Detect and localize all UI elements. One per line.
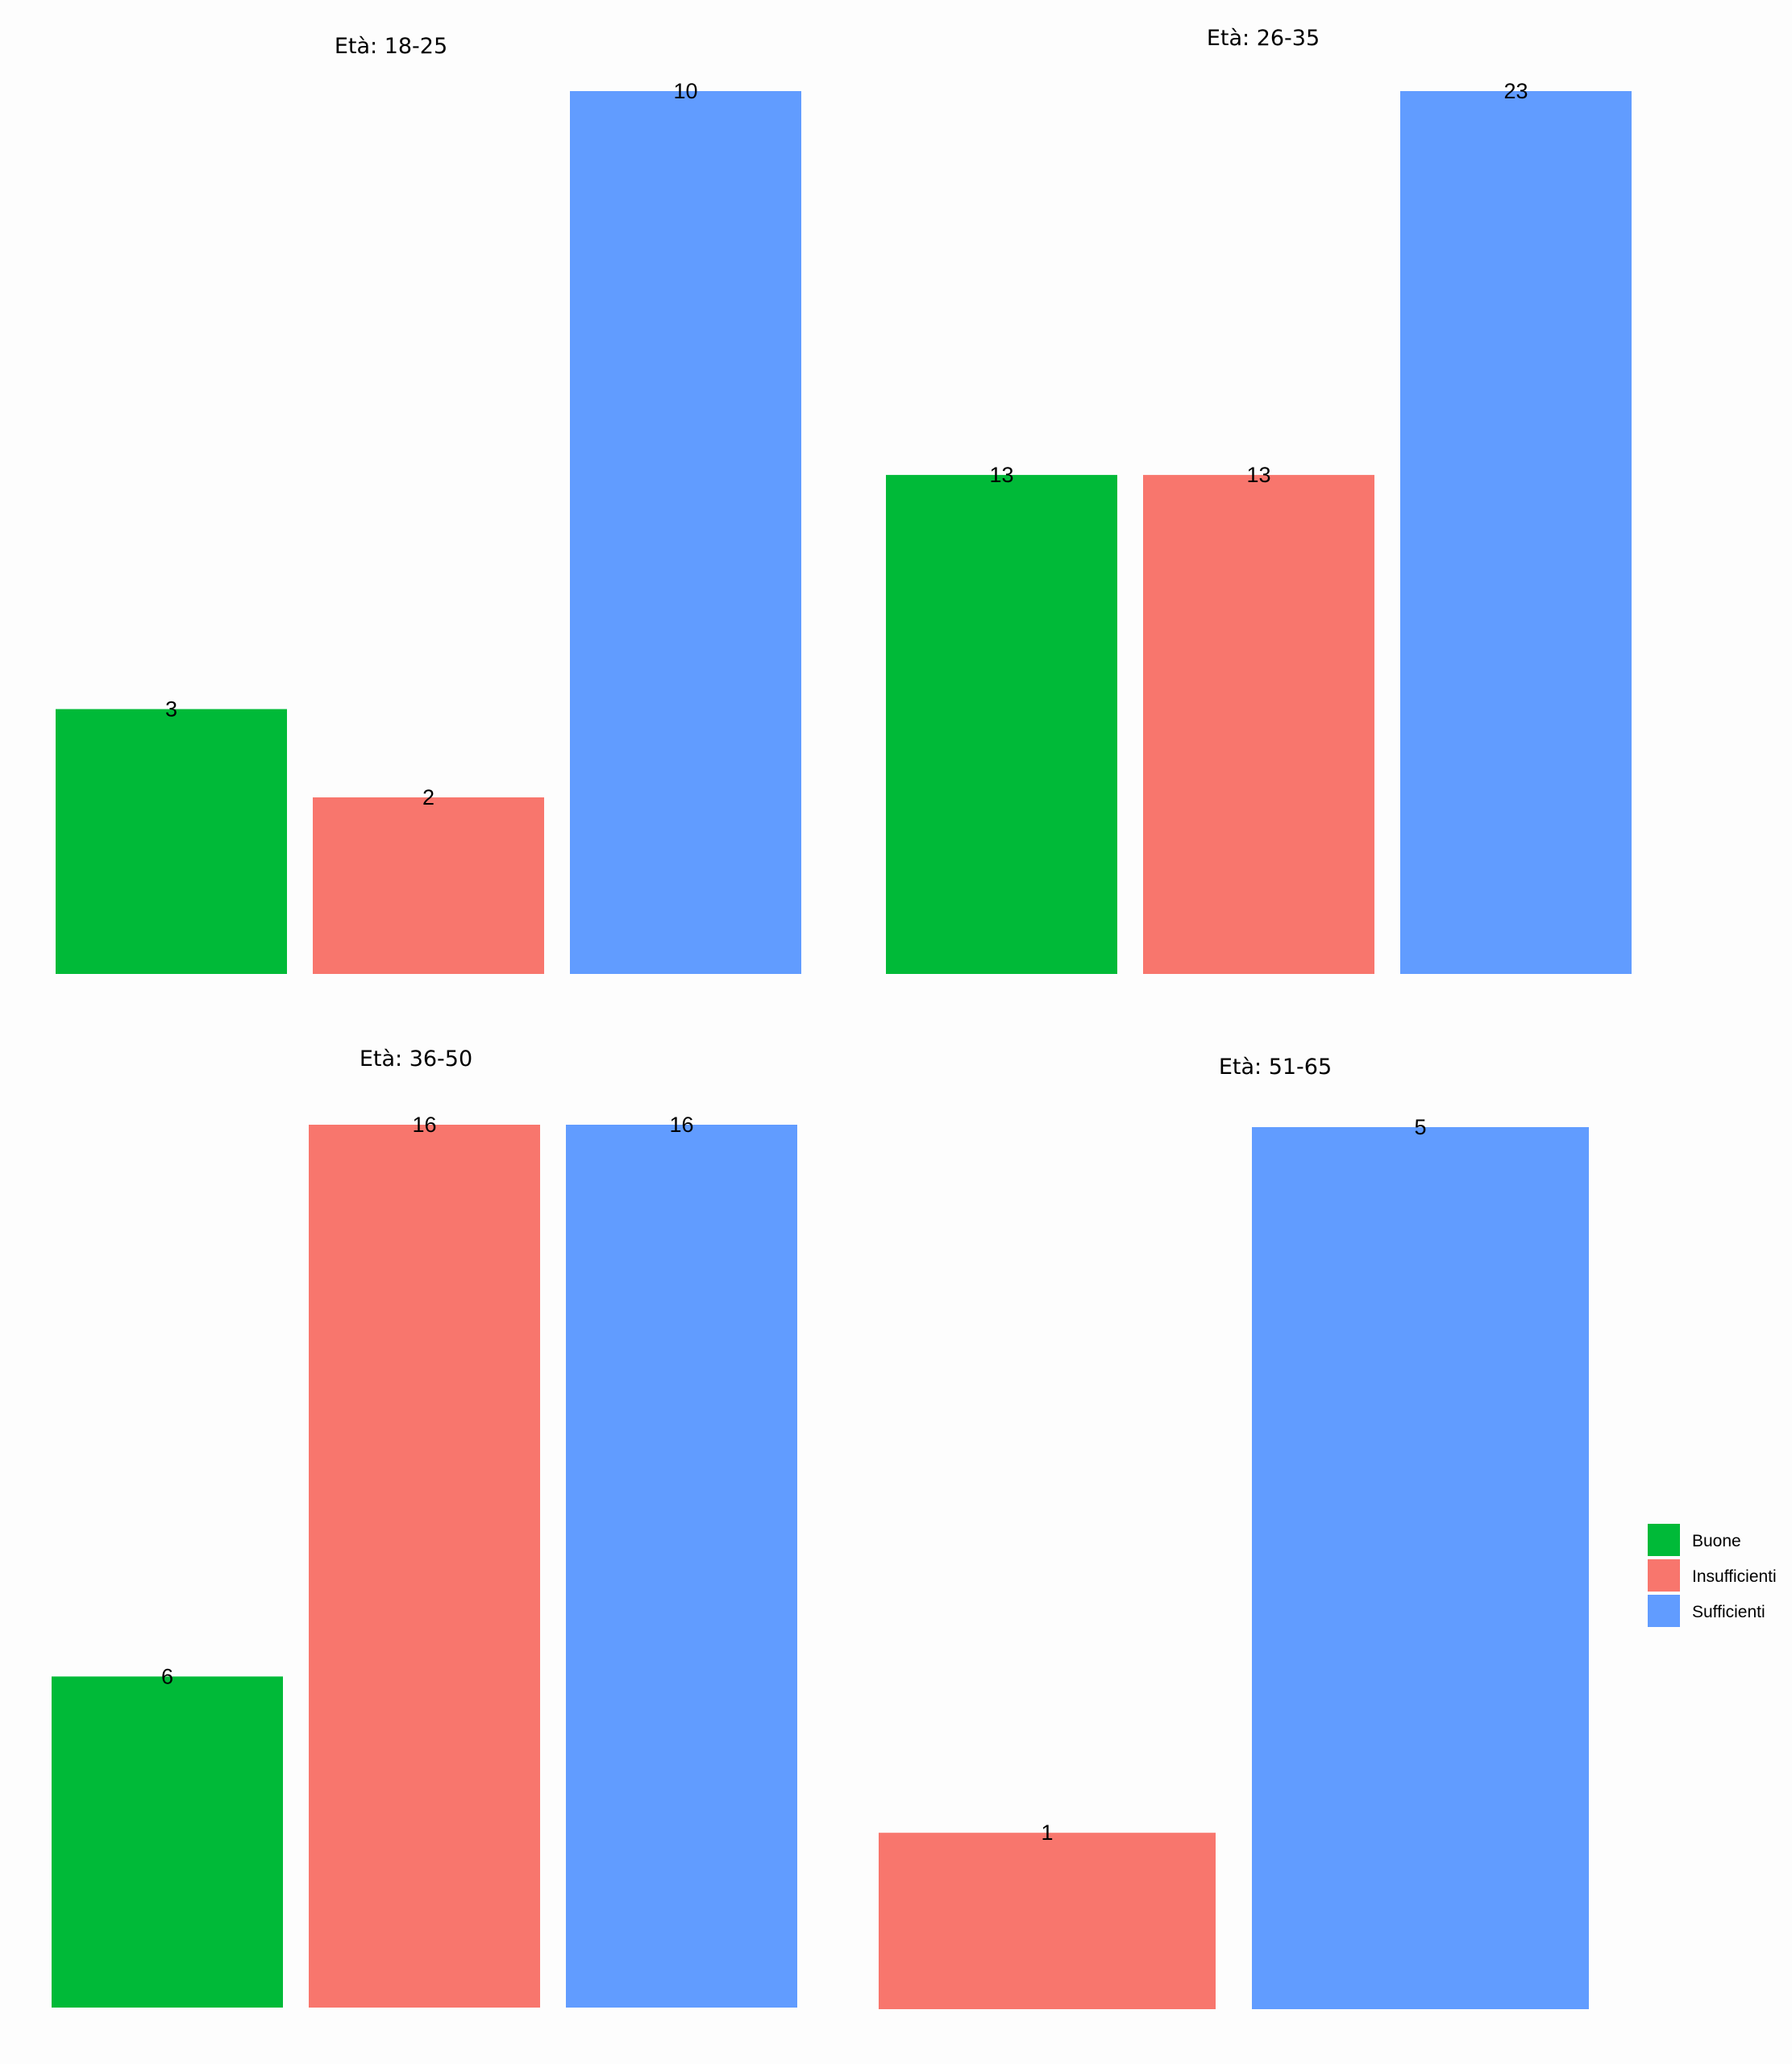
panel-title: Età: 51-65 (1219, 1055, 1332, 1080)
panel-4: Età: 51-65 1 5 (879, 1055, 1589, 2009)
panel-title: Età: 18-25 (335, 34, 447, 59)
bar-insufficienti (309, 1125, 540, 2008)
bar-sufficienti (1400, 91, 1632, 974)
legend-label-buone: Buone (1692, 1532, 1741, 1550)
panel-title: Età: 26-35 (1207, 26, 1320, 51)
legend: Buone Insufficienti Sufficienti (1648, 1524, 1777, 1627)
bar-insufficienti (879, 1833, 1216, 2009)
bar-value-label: 5 (1414, 1115, 1426, 1139)
bar-value-label: 23 (1503, 79, 1528, 103)
bar-insufficienti (1143, 475, 1374, 974)
bar-value-label: 2 (422, 785, 434, 809)
chart-panels: Età: 18-25 3 2 10 Età: 26-35 13 13 23 Età: 36-50… (52, 26, 1632, 2009)
bar-buone (886, 475, 1117, 974)
bar-sufficienti (566, 1125, 797, 2008)
legend-label-sufficienti: Sufficienti (1692, 1603, 1765, 1621)
bar-sufficienti (570, 91, 801, 974)
bar-value-label: 16 (669, 1113, 693, 1137)
bar-insufficienti (313, 797, 544, 974)
panel-title: Età: 36-50 (360, 1047, 472, 1072)
bar-value-label: 6 (161, 1664, 173, 1688)
legend-swatch-insufficienti (1648, 1559, 1680, 1592)
bar-value-label: 10 (673, 79, 697, 103)
bar-buone (56, 709, 287, 974)
bar-buone (52, 1676, 283, 2008)
bar-value-label: 13 (989, 463, 1013, 487)
panel-1: Età: 18-25 3 2 10 (56, 34, 801, 974)
bar-value-label: 3 (165, 697, 177, 722)
bar-value-label: 13 (1246, 463, 1270, 487)
legend-swatch-buone (1648, 1524, 1680, 1556)
legend-swatch-sufficienti (1648, 1595, 1680, 1627)
panel-3: Età: 36-50 6 16 16 (52, 1047, 797, 2008)
bar-value-label: 1 (1041, 1821, 1053, 1845)
legend-label-insufficienti: Insufficienti (1692, 1567, 1777, 1586)
bar-sufficienti (1252, 1127, 1589, 2009)
panel-2: Età: 26-35 13 13 23 (886, 26, 1632, 974)
bar-value-label: 16 (412, 1113, 436, 1137)
